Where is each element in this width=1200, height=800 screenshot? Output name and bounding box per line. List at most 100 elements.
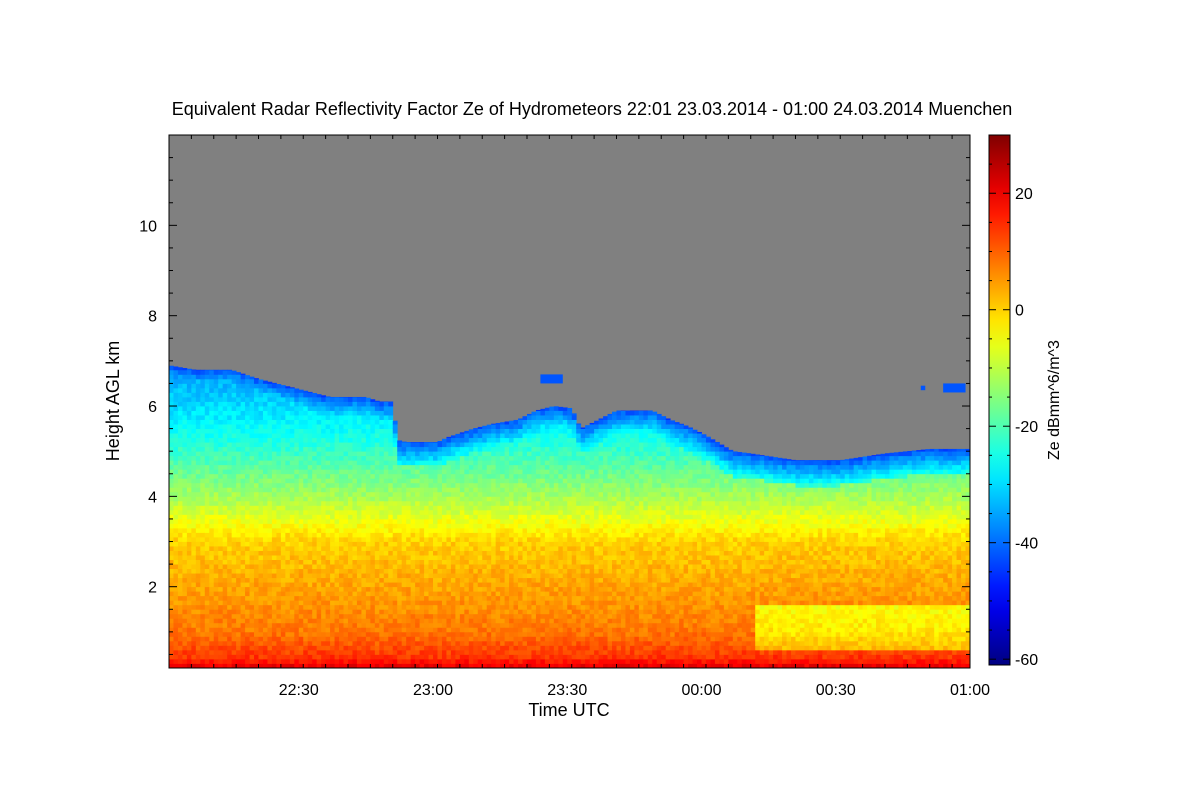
ze-cell [267,541,273,547]
ze-cell [491,609,497,615]
ze-cell [500,546,506,551]
ze-cell [267,527,273,533]
ze-cell [209,424,215,429]
ze-cell [374,473,380,479]
ze-cell [383,546,389,551]
ze-cell [330,663,335,668]
ze-cell [477,550,483,556]
ze-cell [446,491,452,497]
ze-cell [535,537,541,542]
ze-cell [303,396,309,402]
ze-cell [406,577,412,583]
ze-cell [410,505,416,511]
ze-cell [182,387,188,393]
ze-cell [182,618,188,624]
ze-cell [392,487,398,493]
ze-cell [209,546,215,551]
ze-cell [401,473,407,479]
ze-cell [267,451,273,457]
ze-cell [361,396,367,402]
ze-cell [379,573,385,579]
ze-cell [285,396,291,402]
ze-cell [433,555,438,560]
ze-cell [271,496,277,502]
ze-cell [374,442,380,448]
ze-cell [186,604,192,610]
ze-cell [419,446,425,452]
ze-cell [209,433,215,439]
ze-cell [186,415,192,420]
ze-cell [245,419,250,425]
ze-cell [303,523,309,529]
ze-cell [441,487,447,493]
ze-cell [415,523,420,529]
ze-cell [383,509,389,515]
ze-cell [276,419,282,425]
ze-cell [374,541,380,547]
ze-cell [531,577,537,583]
ze-cell [531,649,537,655]
ze-cell [509,609,514,615]
ze-cell [473,658,479,664]
ze-cell [424,649,429,655]
ze-cell [464,663,470,668]
ze-cell [482,541,488,547]
ze-cell [240,604,246,610]
ze-cell [388,428,394,434]
ze-cell [209,514,215,520]
ze-cell [518,532,523,538]
ze-cell [200,618,206,624]
ze-cell [522,568,528,574]
ze-cell [303,622,309,628]
ze-cell [513,564,519,570]
ze-cell [477,627,483,633]
ze-cell [307,523,313,529]
ze-cell [236,550,241,556]
ze-cell [477,491,483,497]
ze-cell [276,649,282,655]
ze-cell [379,613,385,619]
ze-cell [321,618,327,624]
ze-cell [307,419,313,425]
ze-cell [330,460,335,466]
ze-cell [339,505,344,511]
ze-cell [410,514,416,520]
ze-cell [249,383,255,389]
ze-cell [271,532,277,538]
ze-cell [325,595,331,601]
ze-cell [177,658,183,664]
ze-cell [347,451,353,457]
ze-cell [482,442,488,448]
ze-cell [450,573,456,579]
ze-cell [468,437,474,443]
ze-cell [392,568,398,574]
ze-cell [285,550,291,556]
ze-cell [169,527,174,533]
ze-cell [231,582,237,588]
ze-cell [446,446,452,452]
ze-cell [347,604,353,610]
ze-cell [441,546,447,551]
ze-cell [406,442,412,448]
ze-cell [424,559,429,565]
ze-cell [177,518,183,524]
ze-cell [392,595,398,601]
ze-cell [441,518,447,524]
ze-cell [334,428,340,434]
ze-cell [218,609,224,615]
ze-cell [428,654,434,660]
ze-cell [267,573,273,579]
ze-cell [441,577,447,583]
ze-cell [401,505,407,511]
ze-cell [513,658,519,664]
ze-cell [356,618,362,624]
ze-cell [222,396,228,402]
ze-cell [509,550,514,556]
ze-cell [370,573,376,579]
ze-cell [209,609,215,615]
ze-cell [191,410,197,416]
ze-cell [419,640,425,646]
ze-cell [245,582,250,588]
ze-cell [240,500,246,506]
ze-cell [262,627,268,633]
